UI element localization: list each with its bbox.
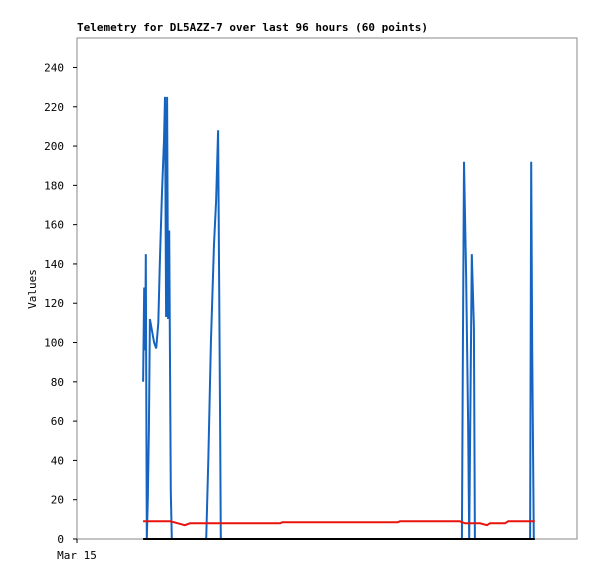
y-tick-label: 180 <box>44 179 64 192</box>
y-tick-label: 60 <box>51 415 64 428</box>
y-tick-label: 240 <box>44 61 64 74</box>
series-line <box>143 520 535 527</box>
x-tick-label: Mar 15 <box>57 549 97 562</box>
y-tick-label: 160 <box>44 219 64 232</box>
y-tick-label: 120 <box>44 297 64 310</box>
y-axis-label: Values <box>26 269 39 309</box>
y-tick-label: 40 <box>51 454 64 467</box>
series-line <box>142 96 535 540</box>
y-tick-label: 200 <box>44 140 64 153</box>
y-tick-label: 0 <box>57 533 64 546</box>
y-tick-label: 220 <box>44 101 64 114</box>
y-tick-label: 140 <box>44 258 64 271</box>
y-tick-label: 80 <box>51 376 64 389</box>
y-tick-label: 100 <box>44 337 64 350</box>
plot-frame <box>76 37 578 540</box>
y-tick-label: 20 <box>51 494 64 507</box>
chart-title: Telemetry for DL5AZZ-7 over last 96 hour… <box>77 21 428 34</box>
